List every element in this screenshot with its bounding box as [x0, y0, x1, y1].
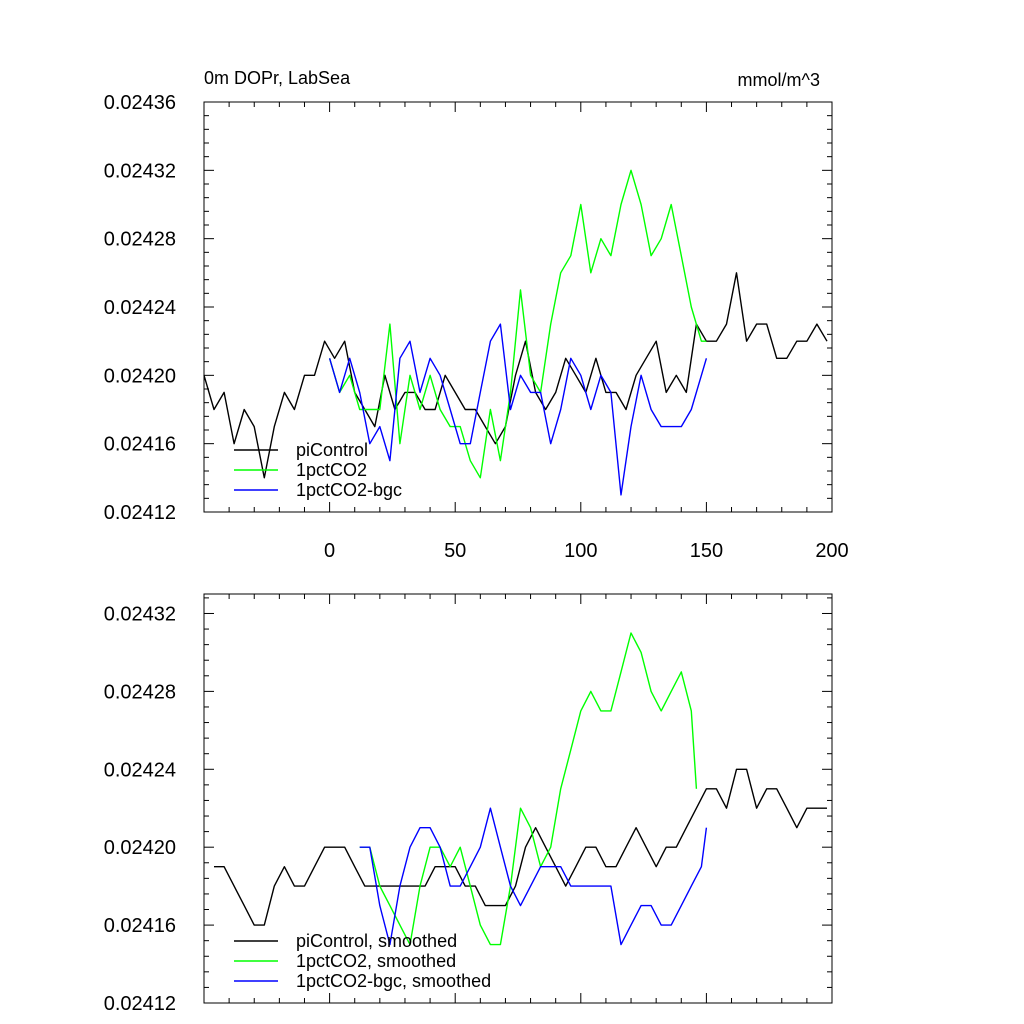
- series-line-2: [328, 323, 708, 496]
- legend-label: piControl: [296, 440, 368, 460]
- legend-label: piControl, smoothed: [296, 931, 457, 951]
- y-tick-label: 0.02428: [104, 681, 176, 703]
- y-tick-label: 0.02416: [104, 915, 176, 937]
- x-tick-label: 200: [815, 540, 848, 562]
- y-tick-label: 0.02416: [104, 434, 176, 456]
- bottom-panel: 0.02412 0.02416 0.02420 0.02424 0.02428 0.024…: [104, 593, 833, 1015]
- y-tick-label: 0.02432: [104, 603, 176, 625]
- y-tick-label: 0.02424: [104, 297, 176, 319]
- series-line-2: [359, 807, 708, 946]
- legend-label: 1pctCO2-bgc: [296, 480, 402, 500]
- y-tick-label: 0.02424: [104, 759, 176, 781]
- series-line-0: [203, 272, 828, 479]
- y-tick-label: 0.02432: [104, 160, 176, 182]
- panel-title-right: mmol/m^3: [738, 70, 820, 90]
- series-line-1: [359, 632, 698, 946]
- legend-label: 1pctCO2-bgc, smoothed: [296, 971, 491, 991]
- series-line-0: [214, 768, 827, 926]
- y-tick-label: 0.02412: [104, 502, 176, 524]
- y-tick-label: 0.02428: [104, 229, 176, 251]
- legend-label: 1pctCO2: [296, 460, 367, 480]
- x-tick-label: 100: [564, 540, 597, 562]
- y-tick-label: 0.02412: [104, 993, 176, 1015]
- y-tick-label: 0.02436: [104, 92, 176, 114]
- legend-label: 1pctCO2, smoothed: [296, 951, 456, 971]
- x-tick-label: 150: [690, 540, 723, 562]
- series-line-1: [328, 169, 707, 479]
- y-tick-label: 0.02420: [104, 837, 176, 859]
- x-tick-label: 50: [444, 540, 466, 562]
- y-tick-label: 0.02420: [104, 365, 176, 387]
- plot-frame: [203, 593, 833, 1004]
- x-tick-label: 0: [324, 540, 335, 562]
- top-panel: 0m DOPr, LabSea mmol/m^3 0.02412 0.02416 0…: [104, 68, 849, 562]
- panel-title-left: 0m DOPr, LabSea: [204, 68, 351, 88]
